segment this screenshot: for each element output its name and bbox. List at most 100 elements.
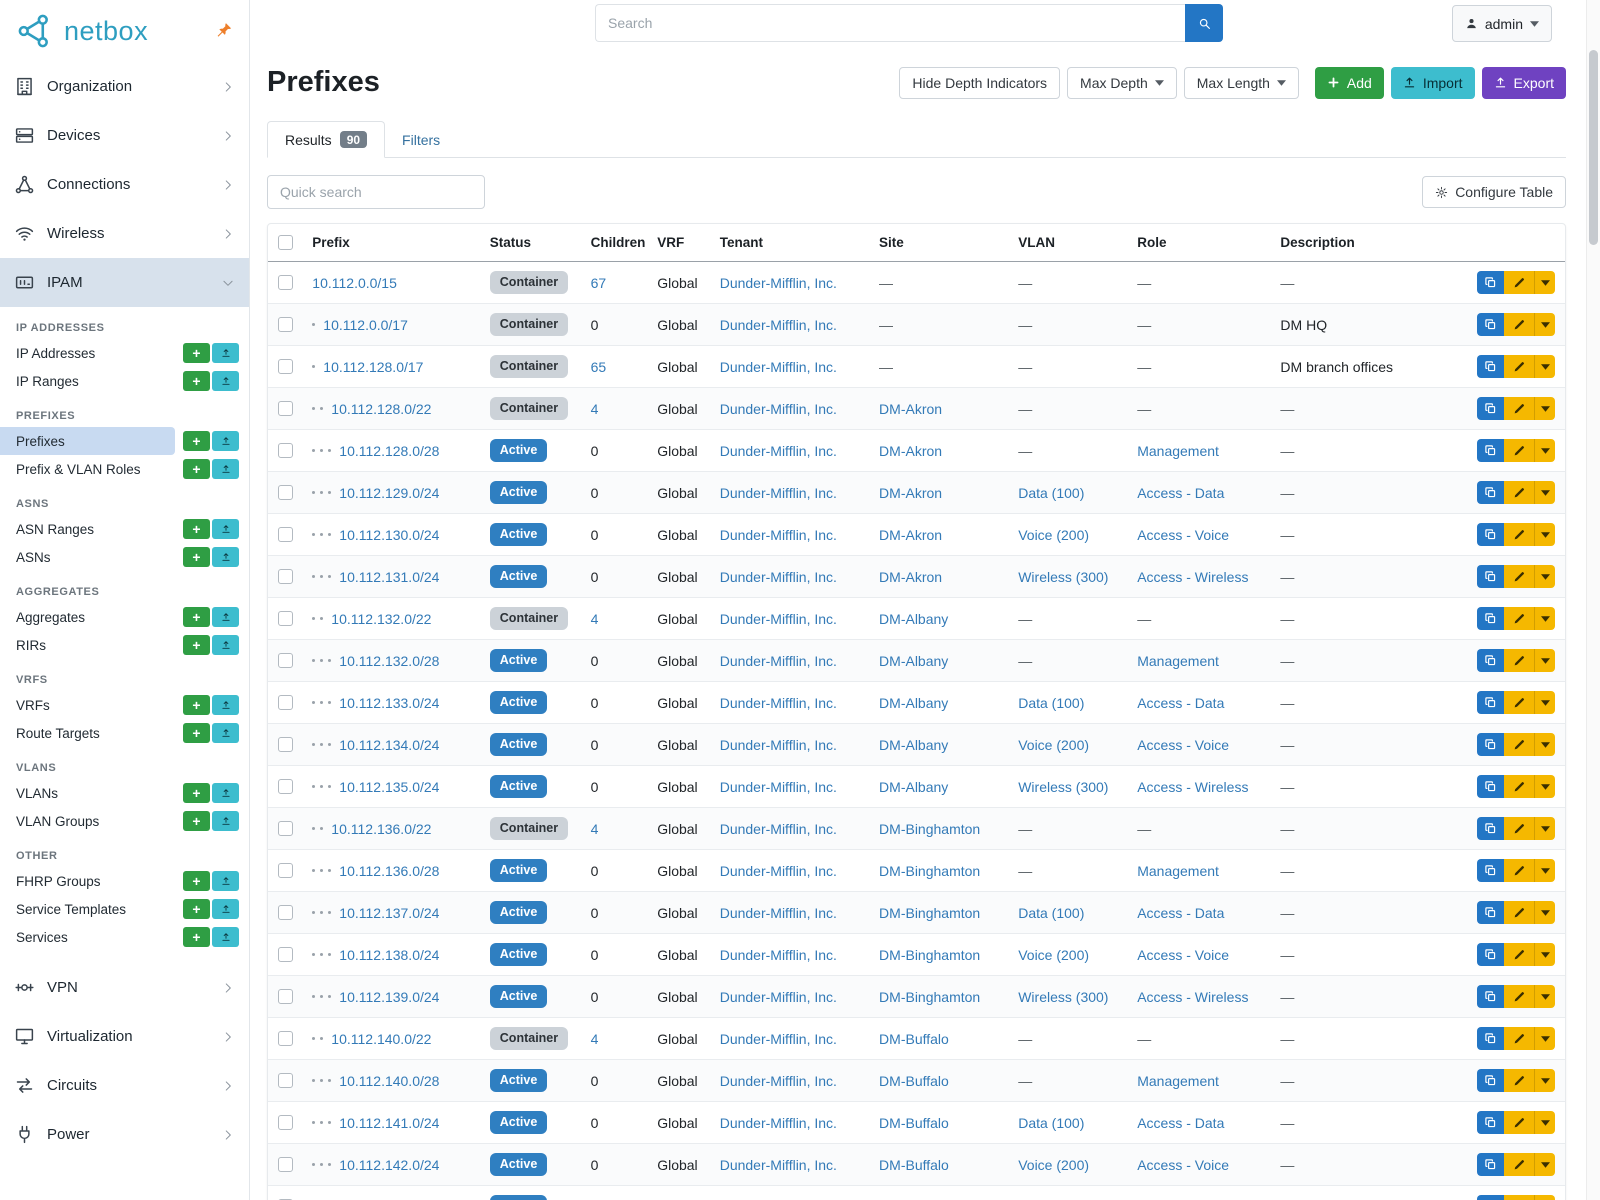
tenant-link[interactable]: Dunder-Mifflin, Inc. xyxy=(719,358,837,375)
tab-filters[interactable]: Filters xyxy=(402,132,441,148)
prefix-link[interactable]: 10.112.129.0/24 xyxy=(339,484,440,501)
quick-add-button[interactable]: + xyxy=(183,811,210,831)
prefix-link[interactable]: 10.112.130.0/24 xyxy=(339,526,440,543)
row-checkbox[interactable] xyxy=(278,989,293,1004)
user-menu-button[interactable]: admin xyxy=(1451,5,1552,42)
prefix-link[interactable]: 10.112.141.0/24 xyxy=(339,1114,440,1131)
edit-button[interactable] xyxy=(1504,607,1534,630)
scrollbar-thumb[interactable] xyxy=(1589,50,1598,245)
site-link[interactable]: DM-Albany xyxy=(879,694,949,711)
copy-button[interactable] xyxy=(1477,439,1504,462)
row-dropdown-button[interactable] xyxy=(1534,817,1555,840)
row-checkbox[interactable] xyxy=(278,611,293,626)
max-length-dropdown[interactable]: Max Length xyxy=(1183,66,1299,99)
edit-button[interactable] xyxy=(1504,313,1534,336)
quick-add-button[interactable]: + xyxy=(183,371,210,391)
row-checkbox[interactable] xyxy=(278,863,293,878)
row-checkbox[interactable] xyxy=(278,653,293,668)
row-dropdown-button[interactable] xyxy=(1534,271,1555,294)
sidebar-item-power[interactable]: Power xyxy=(0,1110,249,1159)
quick-add-button[interactable]: + xyxy=(183,607,210,627)
sidebar-item-wireless[interactable]: Wireless xyxy=(0,209,249,258)
copy-button[interactable] xyxy=(1477,943,1504,966)
edit-button[interactable] xyxy=(1504,1069,1534,1092)
vlan-link[interactable]: Wireless (300) xyxy=(1018,778,1109,795)
site-link[interactable]: DM-Albany xyxy=(879,652,949,669)
edit-button[interactable] xyxy=(1504,439,1534,462)
tenant-link[interactable]: Dunder-Mifflin, Inc. xyxy=(719,568,837,585)
tenant-link[interactable]: Dunder-Mifflin, Inc. xyxy=(719,694,837,711)
prefix-link[interactable]: 10.112.139.0/24 xyxy=(339,988,440,1005)
copy-button[interactable] xyxy=(1477,271,1504,294)
quick-import-button[interactable] xyxy=(212,459,239,479)
tenant-link[interactable]: Dunder-Mifflin, Inc. xyxy=(719,778,837,795)
vlan-link[interactable]: Wireless (300) xyxy=(1018,568,1109,585)
prefix-link[interactable]: 10.112.132.0/28 xyxy=(339,652,440,669)
row-checkbox[interactable] xyxy=(278,1157,293,1172)
quick-import-button[interactable] xyxy=(212,899,239,919)
quick-import-button[interactable] xyxy=(212,927,239,947)
copy-button[interactable] xyxy=(1477,565,1504,588)
copy-button[interactable] xyxy=(1477,775,1504,798)
vlan-link[interactable]: Voice (200) xyxy=(1018,1156,1090,1173)
quick-add-button[interactable]: + xyxy=(183,459,210,479)
edit-button[interactable] xyxy=(1504,523,1534,546)
site-link[interactable]: DM-Buffalo xyxy=(879,1072,949,1089)
tenant-link[interactable]: Dunder-Mifflin, Inc. xyxy=(720,1199,837,1200)
search-input[interactable] xyxy=(595,4,1185,42)
brand-name[interactable]: netbox xyxy=(64,15,149,46)
edit-button[interactable] xyxy=(1504,817,1534,840)
quick-add-button[interactable]: + xyxy=(183,519,210,539)
role-link[interactable]: Access - Voice xyxy=(1137,946,1230,963)
row-checkbox[interactable] xyxy=(278,821,293,836)
edit-button[interactable] xyxy=(1504,859,1534,882)
row-dropdown-button[interactable] xyxy=(1534,1069,1555,1092)
row-dropdown-button[interactable] xyxy=(1534,523,1555,546)
prefix-link[interactable]: 10.112.137.0/24 xyxy=(339,904,440,921)
edit-button[interactable] xyxy=(1504,1027,1534,1050)
copy-button[interactable] xyxy=(1477,1027,1504,1050)
quick-import-button[interactable] xyxy=(212,783,239,803)
vlan-link[interactable]: Data (100) xyxy=(1018,1114,1085,1131)
site-link[interactable]: DM-Albany xyxy=(879,610,949,627)
site-link[interactable]: DM-Buffalo xyxy=(879,1156,949,1173)
role-link[interactable]: Access - Data xyxy=(1137,484,1225,501)
sidebar-link-ip-ranges[interactable]: IP Ranges xyxy=(16,373,79,389)
tenant-link[interactable]: Dunder-Mifflin, Inc. xyxy=(719,1072,837,1089)
edit-button[interactable] xyxy=(1504,985,1534,1008)
edit-button[interactable] xyxy=(1504,397,1534,420)
copy-button[interactable] xyxy=(1477,1069,1504,1092)
prefix-link[interactable]: 10.112.128.0/22 xyxy=(331,400,432,417)
quick-add-button[interactable]: + xyxy=(183,547,210,567)
quick-add-button[interactable]: + xyxy=(183,431,210,451)
tenant-link[interactable]: Dunder-Mifflin, Inc. xyxy=(719,862,837,879)
edit-button[interactable] xyxy=(1504,1195,1534,1200)
prefix-link[interactable]: 10.112.143.0/24 xyxy=(339,1199,439,1200)
row-dropdown-button[interactable] xyxy=(1534,1195,1555,1200)
copy-button[interactable] xyxy=(1477,355,1504,378)
edit-button[interactable] xyxy=(1504,271,1534,294)
site-link[interactable]: DM-Buffalo xyxy=(879,1030,949,1047)
copy-button[interactable] xyxy=(1477,985,1504,1008)
column-header-vrf[interactable]: VRF xyxy=(647,224,710,262)
copy-button[interactable] xyxy=(1477,313,1504,336)
children-link[interactable]: 4 xyxy=(590,1030,599,1047)
site-link[interactable]: DM-Binghamton xyxy=(879,904,981,921)
role-link[interactable]: Access - Voice xyxy=(1137,526,1230,543)
sidebar-item-vpn[interactable]: VPN xyxy=(0,963,249,1012)
tenant-link[interactable]: Dunder-Mifflin, Inc. xyxy=(719,442,837,459)
edit-button[interactable] xyxy=(1504,565,1534,588)
tenant-link[interactable]: Dunder-Mifflin, Inc. xyxy=(719,316,837,333)
prefix-link[interactable]: 10.112.138.0/24 xyxy=(339,946,440,963)
role-link[interactable]: Management xyxy=(1137,442,1219,459)
sidebar-link-services[interactable]: Services xyxy=(16,929,68,945)
quick-add-button[interactable]: + xyxy=(183,695,210,715)
edit-button[interactable] xyxy=(1504,355,1534,378)
row-dropdown-button[interactable] xyxy=(1534,775,1555,798)
role-link[interactable]: Access - Voice xyxy=(1137,1156,1230,1173)
column-header-vlan[interactable]: VLAN xyxy=(1008,224,1128,262)
quick-import-button[interactable] xyxy=(212,871,239,891)
tenant-link[interactable]: Dunder-Mifflin, Inc. xyxy=(719,904,837,921)
quick-import-button[interactable] xyxy=(212,723,239,743)
search-button[interactable] xyxy=(1185,4,1223,42)
